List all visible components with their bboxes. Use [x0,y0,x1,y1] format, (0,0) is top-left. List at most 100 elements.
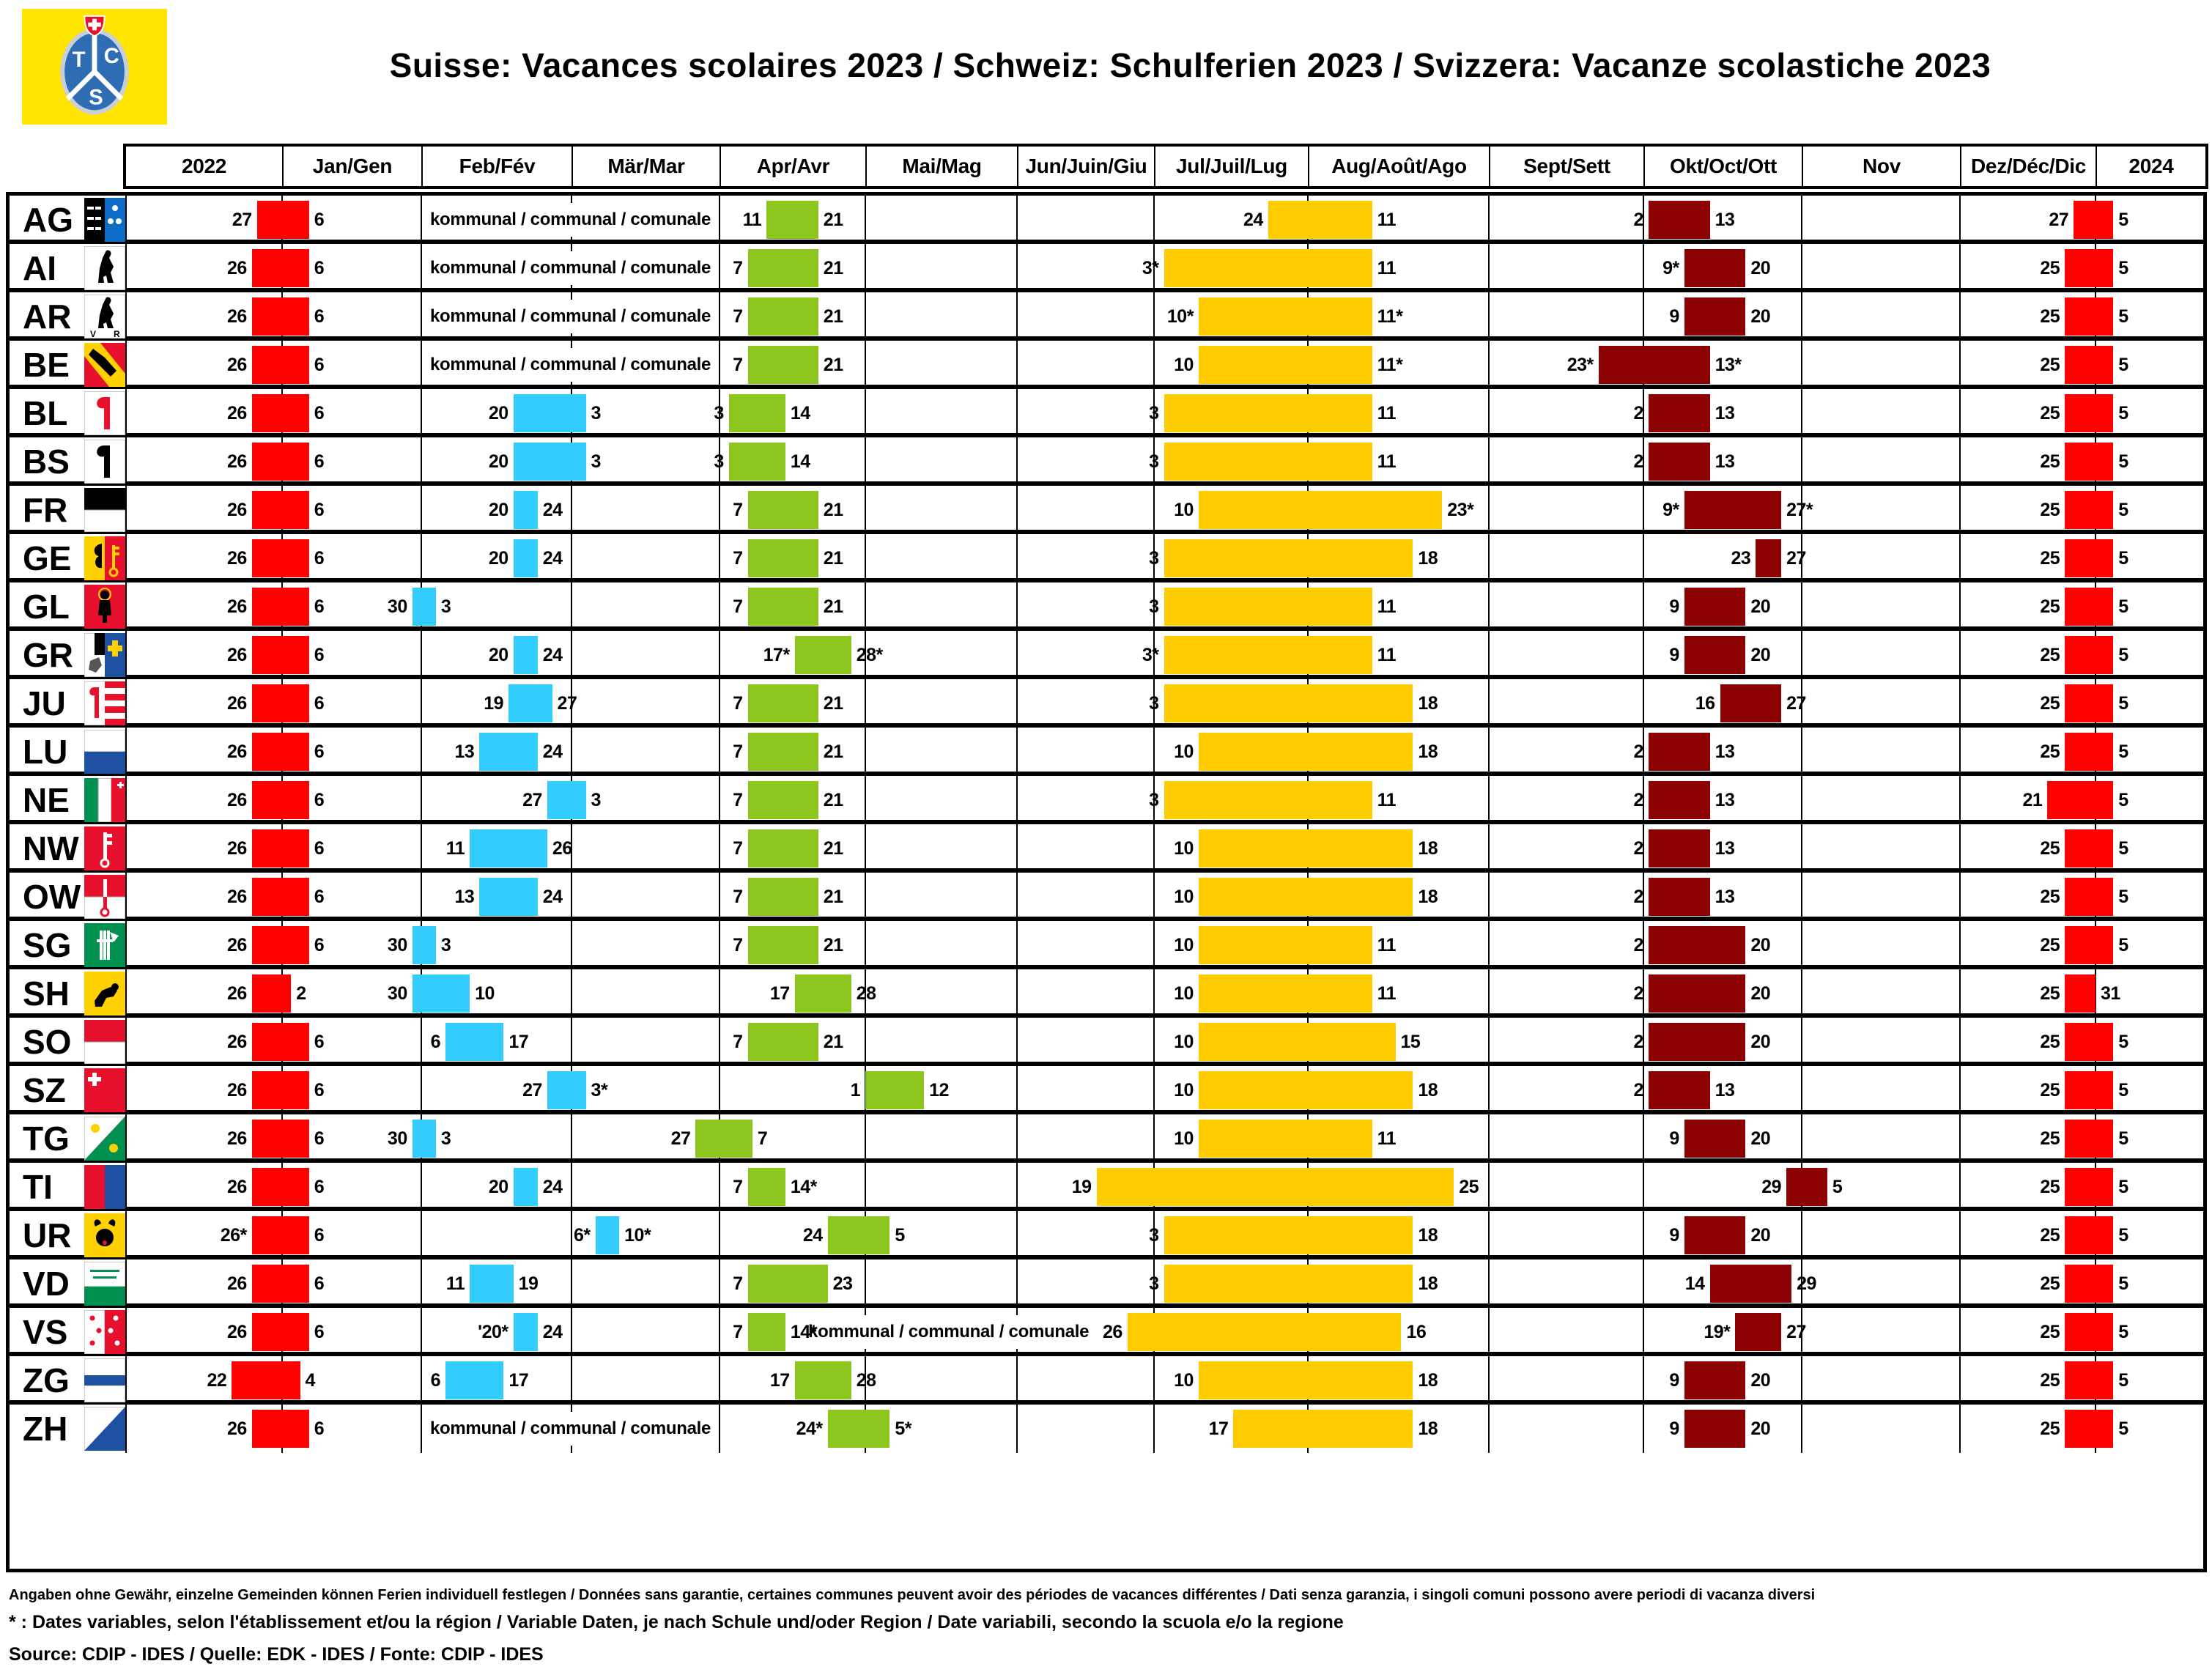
column-divider-line [865,1018,866,1062]
date-label-end: 5 [2118,1273,2128,1294]
vacation-bar-summer [1164,249,1372,287]
column-divider-line [1488,728,1490,772]
vacation-bar-winter [251,1071,309,1109]
vacation-bar-summer [1198,974,1372,1013]
column-divider-line [125,1211,127,1255]
column-divider-line [1016,631,1018,675]
column-divider-line [1801,1018,1802,1062]
date-label-start: 25 [2040,693,2060,714]
date-label-end: 5* [895,1418,912,1439]
svg-text:V: V [90,329,96,339]
column-divider-line [1959,1114,1961,1158]
date-label-end: 14 [790,451,810,472]
vacation-bar-spring [747,539,818,577]
column-divider-line [1801,631,1802,675]
canton-row: JU 26 6 19 27 7 21 3 18 16 27 25 5 [10,679,2203,728]
column-divider-line [125,1259,127,1303]
canton-row: OW 26 6 13 24 7 21 10 18 2 13 25 5 [10,873,2203,921]
canton-code: GE [23,539,72,577]
vacation-bar-autumn [1684,1120,1746,1158]
date-label-start: 25 [2040,258,2060,278]
column-divider-line [719,776,720,820]
column-divider-line [1959,341,1961,385]
date-label-start: 26 [226,693,247,714]
column-divider-line [719,1356,720,1400]
column-divider-line [1801,1066,1802,1110]
column-header: Jul/Juil/Lug [1154,147,1308,186]
date-label-end: 4 [305,1370,316,1391]
vacation-bar-spring [747,733,818,771]
vacation-bar-winter [2065,394,2114,432]
column-divider-line [1488,969,1490,1013]
column-divider-line [421,679,422,723]
canton-rows: AG 27 6 kommunal / communal / comunale 11 2 1 2… [10,196,2203,1453]
canton-row: TI 26 6 20 24 7 14* 19 25 29 5 25 5 [10,1163,2203,1211]
column-divider-line [1643,631,1644,675]
date-label-end: 5 [2118,645,2128,665]
date-label-end: 20 [1750,935,1771,955]
date-label-start: 24 [1243,210,1263,230]
column-divider-line [1153,1066,1155,1110]
canton-code: BS [23,443,70,481]
communal-note: kommunal / communal / comunale [423,203,717,237]
date-label-start: 1 [850,1080,861,1101]
canton-code: TI [23,1168,53,1206]
column-divider-line [421,1259,422,1303]
column-divider-line [865,486,866,530]
column-divider-line [1153,631,1155,675]
vacation-bar-summer [1233,1410,1413,1448]
canton-code: AG [23,201,73,239]
column-divider-line [1153,728,1155,772]
date-label-start: 3 [714,403,724,423]
vacation-bar-winter [251,249,309,287]
footer-disclaimer: Angaben ohne Gewähr, einzelne Gemeinden … [9,1587,1816,1603]
column-divider-line [865,969,866,1013]
canton-code: NE [23,781,70,819]
date-label-end: 3 [591,403,602,423]
column-divider-line [865,824,866,868]
column-divider-line [865,437,866,481]
date-label-end: 11* [1377,355,1403,375]
column-header: 2024 [2096,147,2205,186]
date-label-end: 3 [591,790,602,810]
date-label-end: 11 [1377,1128,1397,1149]
date-label-start: 10 [1174,887,1194,907]
column-divider-line [1153,873,1155,917]
vacation-bar-sport [412,588,436,626]
date-label-start: 25 [2040,1273,2060,1294]
column-divider-line [1959,1356,1961,1400]
date-label-start: 25 [2040,355,2060,375]
date-label-start: 27 [232,210,252,230]
column-divider-line [1488,292,1490,336]
date-label-start: 7 [733,693,743,714]
column-divider-line [1959,1163,1961,1207]
column-divider-line [1488,244,1490,288]
canton-code: LU [23,733,68,771]
flag-gr-icon [84,633,125,677]
vacation-bar-autumn [1709,1265,1792,1303]
vacation-bar-spring [747,297,818,336]
column-divider-line [1016,196,1018,240]
vacation-bar-summer [1198,1071,1413,1109]
date-label-end: 29 [1797,1273,1816,1294]
flag-zh-icon [84,1407,125,1451]
flag-sh-icon [84,972,125,1016]
vacation-bar-autumn [1684,636,1746,674]
vacation-bar-spring [747,1265,828,1303]
column-divider-line [125,1163,127,1207]
vacation-bar-spring [747,1168,785,1206]
date-label-end: 6 [314,935,325,955]
date-label-start: 2 [1633,741,1644,762]
svg-text:S: S [89,86,103,110]
column-divider-line [1801,486,1802,530]
date-label-end: 20 [1750,1370,1771,1391]
date-label-end: 6 [314,210,325,230]
date-label-end: 6 [314,1225,325,1246]
date-label-start: 14 [1684,1273,1705,1294]
column-divider-line [1801,1259,1802,1303]
date-label-start: 26 [226,403,247,423]
date-label-end: 20 [1750,596,1771,617]
date-label-start: 20 [488,645,508,665]
date-label-end: 6 [314,500,325,520]
